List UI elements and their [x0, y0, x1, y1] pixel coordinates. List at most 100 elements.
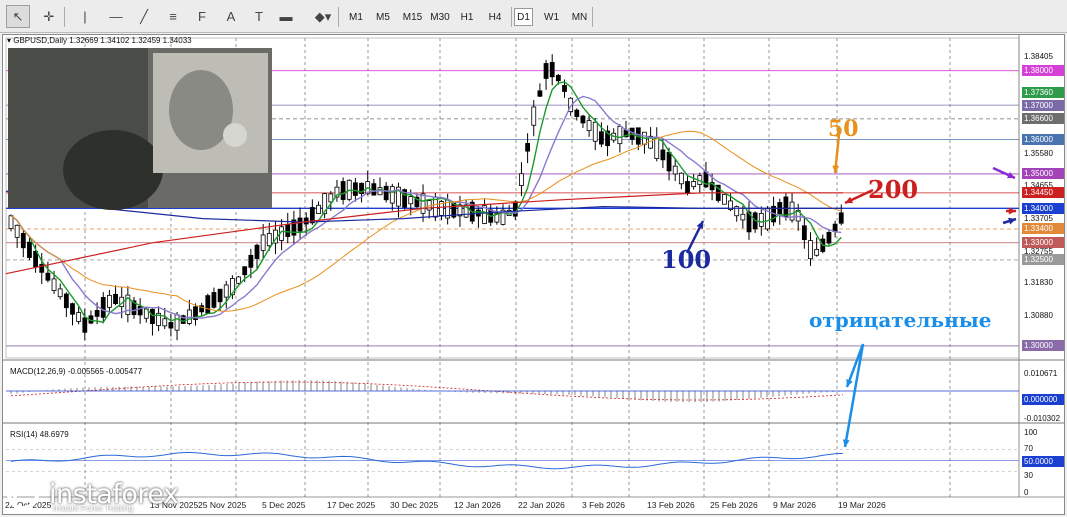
- candle-body: [76, 312, 82, 322]
- rsi-title: RSI(14) 48.6979: [10, 430, 69, 439]
- macd-signal-line: [10, 381, 844, 401]
- trendline-tool[interactable]: ╱: [140, 8, 148, 24]
- cursor-tool[interactable]: ↖: [6, 5, 30, 28]
- candle-body: [156, 312, 162, 326]
- price-level-tag: 1.34000: [1022, 202, 1064, 214]
- dropdown-icon[interactable]: ▾: [7, 36, 12, 45]
- timeframe-h1[interactable]: H1: [460, 11, 474, 23]
- date-axis-label: 5 Dec 2025: [262, 500, 306, 510]
- timeframe-m30[interactable]: M30: [430, 11, 450, 23]
- candle-body: [107, 294, 112, 308]
- crosshair-tool[interactable]: ✛: [43, 8, 55, 24]
- candle-body: [525, 143, 530, 152]
- candle-body: [125, 294, 131, 315]
- timeframe-m5[interactable]: M5: [376, 11, 390, 23]
- macd-axis-label: -0.010302: [1024, 414, 1061, 423]
- candle-body: [322, 193, 328, 215]
- candle-body: [94, 310, 100, 317]
- candle-body: [408, 196, 414, 205]
- channel-tool[interactable]: ≡: [169, 9, 177, 24]
- candle-body: [654, 138, 660, 159]
- candle-body: [217, 288, 223, 303]
- date-axis-label: 25 Feb 2026: [710, 500, 758, 510]
- candle-body: [285, 224, 291, 237]
- timeframe-m1[interactable]: M1: [349, 11, 363, 23]
- macd-axis-label: 0.010671: [1024, 369, 1058, 378]
- candle-body: [691, 181, 697, 188]
- candle-body: [316, 204, 321, 214]
- text-tool[interactable]: A: [226, 9, 236, 24]
- candle-body: [229, 278, 235, 296]
- price-axis-label: 1.33705: [1024, 213, 1053, 223]
- queen-portrait: [169, 70, 233, 150]
- price-axis-label: 1.38405: [1024, 52, 1053, 62]
- macd-title: MACD(12,26,9) -0.005565 -0.005477: [10, 367, 143, 376]
- candle-body: [174, 314, 180, 331]
- fibonacci-tool[interactable]: F: [198, 9, 206, 24]
- timeframe-d1[interactable]: D1: [514, 8, 533, 26]
- level-1.34-arrow-head: [1008, 217, 1016, 225]
- timeframe-w1[interactable]: W1: [544, 11, 559, 23]
- toolbar: ↖ ✛ | — ╱ ≡ F A T ▬ ◆▾ M1 M5 M15 M30 H1 H4 D1 W1 MN: [0, 0, 1067, 33]
- price-axis-label: 1.35580: [1024, 149, 1053, 159]
- date-axis-label: 12 Jan 2026: [454, 500, 501, 510]
- candle-body: [605, 130, 610, 147]
- candle-body: [113, 293, 118, 305]
- candle-body: [617, 126, 623, 145]
- timeframe-h4[interactable]: H4: [488, 11, 502, 23]
- rsi-axis-label: 0: [1024, 488, 1029, 497]
- date-axis-label: 19 Mar 2026: [838, 500, 886, 510]
- vertical-line-tool[interactable]: |: [83, 9, 87, 24]
- chart-canvas[interactable]: [3, 35, 1065, 515]
- candle-body: [131, 300, 137, 316]
- shapes-tool[interactable]: ◆▾: [314, 8, 332, 24]
- date-axis-label: 13 Feb 2026: [647, 500, 695, 510]
- candle-body: [162, 318, 168, 327]
- candle-body: [51, 278, 57, 291]
- candle-body: [519, 173, 524, 186]
- rsi-axis-label: 50.0000: [1022, 456, 1064, 467]
- candle-body: [439, 201, 444, 216]
- price-level-tag: 1.30000: [1022, 340, 1064, 352]
- candle-body: [728, 200, 733, 211]
- candle-body: [193, 306, 198, 320]
- note-seal: [223, 123, 247, 147]
- candle-body: [340, 181, 346, 200]
- negative-label: отрицательные: [809, 308, 992, 332]
- price-axis-label: 1.31830: [1024, 278, 1053, 288]
- candle-body: [57, 288, 63, 298]
- candle-body: [371, 183, 377, 196]
- candle-body: [838, 212, 844, 224]
- candle-body: [100, 296, 106, 318]
- candle-body: [574, 109, 580, 117]
- candle-body: [549, 61, 555, 78]
- rectangle-tool[interactable]: ▬: [279, 9, 293, 24]
- candle-body: [537, 90, 543, 97]
- horizontal-line-tool[interactable]: —: [109, 9, 123, 24]
- rsi-line: [10, 452, 844, 470]
- price-level-tag: 1.38000: [1022, 65, 1064, 77]
- candle-body: [678, 172, 684, 185]
- candle-body: [826, 231, 832, 244]
- price-axis-label: 1.32755: [1024, 246, 1053, 256]
- candle-body: [291, 219, 297, 236]
- text-label-tool[interactable]: T: [255, 9, 263, 24]
- timeframe-m15[interactable]: M15: [402, 11, 423, 23]
- candle-body: [328, 193, 334, 203]
- candle-body: [814, 248, 820, 256]
- candle-body: [297, 217, 303, 232]
- ma50-line: [10, 130, 842, 312]
- logo-icon: [7, 478, 39, 510]
- rsi-axis-label: 70: [1024, 444, 1033, 453]
- candle-body: [137, 306, 143, 316]
- rsi-axis-label: 100: [1024, 428, 1038, 437]
- candle-body: [789, 201, 795, 221]
- date-axis-label: 30 Dec 2025: [390, 500, 439, 510]
- candle-body: [236, 276, 241, 284]
- price-level-tag: 1.33000: [1022, 237, 1064, 249]
- candle-body: [20, 233, 26, 249]
- candle-body: [672, 165, 678, 175]
- timeframe-mn[interactable]: MN: [571, 11, 588, 23]
- candle-body: [586, 120, 592, 132]
- instaforex-logo: instaforex Instant Forex Trading: [5, 474, 179, 514]
